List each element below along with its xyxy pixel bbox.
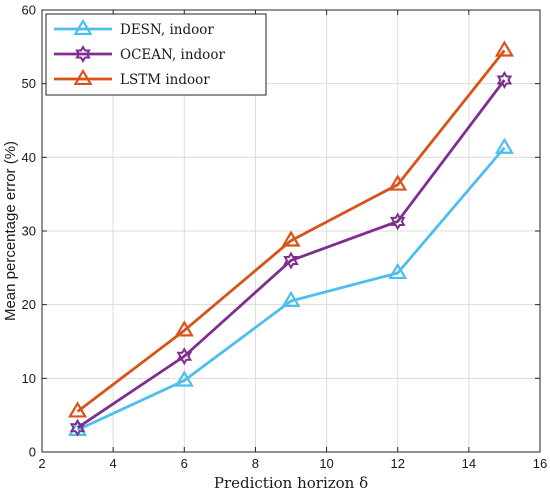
legend: DESN, indoor OCEAN, indoor LSTM indoor (45, 13, 267, 96)
series-0 (68, 137, 514, 436)
x-axis-label: Prediction horizon δ (214, 474, 368, 492)
x-tick-label: 6 (181, 456, 188, 471)
y-tick-label: 30 (22, 224, 36, 239)
data-point-marker (389, 212, 406, 231)
legend-label: OCEAN, indoor (120, 47, 225, 63)
series-2 (68, 40, 514, 418)
data-point-marker (174, 320, 194, 337)
series-line (76, 79, 506, 429)
legend-marker (73, 18, 93, 36)
data-point-marker (281, 290, 301, 308)
x-tick-label: 10 (319, 456, 333, 471)
legend-label: LSTM indoor (120, 72, 210, 88)
data-point-marker (68, 401, 88, 418)
x-tick-label: 16 (533, 456, 547, 471)
legend-label: DESN, indoor (120, 22, 214, 38)
series-line (76, 146, 506, 432)
data-point-marker (281, 230, 301, 247)
series-line (76, 49, 506, 413)
y-tick-label: 50 (22, 76, 36, 91)
data-point-marker (176, 347, 193, 366)
legend-marker (73, 68, 93, 86)
x-tick-label: 2 (38, 456, 45, 471)
y-tick-label: 10 (22, 371, 36, 386)
y-tick-label: 60 (22, 3, 36, 18)
data-point-marker (388, 174, 408, 191)
y-tick-label: 0 (29, 445, 36, 460)
data-point-marker (388, 262, 408, 280)
data-point-marker (69, 418, 86, 437)
legend-item: LSTM indoor (54, 68, 210, 88)
data-point-marker (283, 251, 299, 270)
y-tick-label: 20 (22, 297, 36, 312)
series-1 (69, 70, 513, 437)
data-point-marker (496, 70, 513, 89)
y-tick-label: 40 (22, 150, 36, 165)
data-point-marker (174, 370, 194, 387)
data-point-marker (494, 137, 514, 154)
x-tick-label: 4 (110, 456, 117, 471)
x-tick-label: 14 (462, 456, 476, 471)
legend-item: DESN, indoor (54, 18, 214, 38)
data-point-marker (494, 40, 514, 57)
legend-marker (75, 45, 91, 63)
y-axis-label: Mean percentage error (%) (2, 141, 19, 321)
x-tick-label: 8 (252, 456, 259, 471)
axis-ticks: 2 4 6 8 10 12 14 16 0 10 20 30 40 50 60 (22, 3, 548, 472)
legend-item: OCEAN, indoor (54, 45, 225, 63)
x-tick-label: 12 (390, 456, 404, 471)
series-layer (68, 40, 514, 437)
